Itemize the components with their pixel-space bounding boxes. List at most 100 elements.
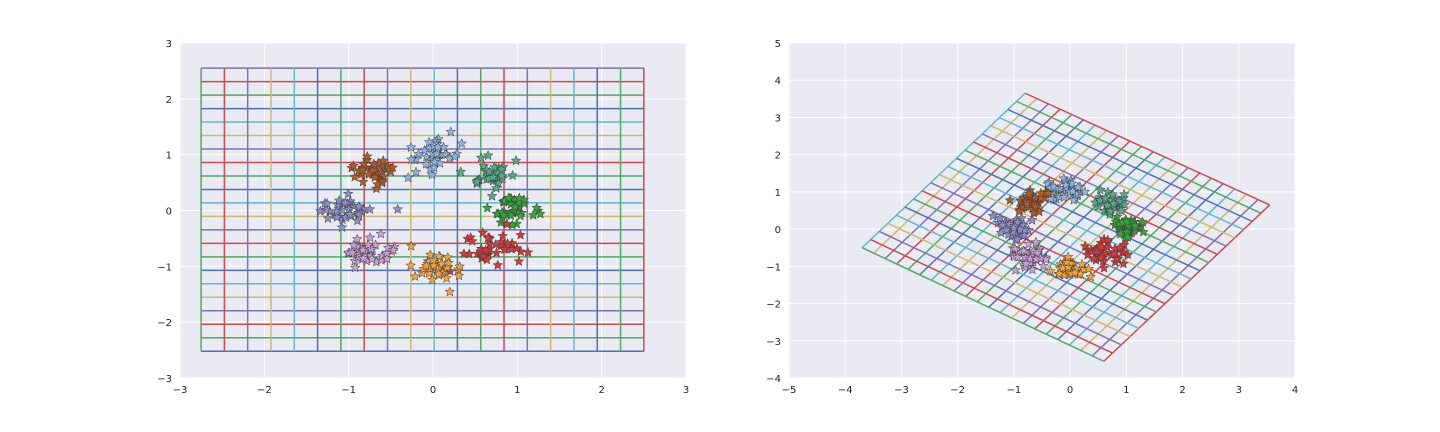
data-point	[449, 151, 461, 162]
data-point	[511, 242, 523, 253]
data-point	[488, 161, 500, 172]
data-point	[1035, 187, 1047, 198]
data-point	[1030, 253, 1042, 264]
x-tick-label: −3	[173, 385, 188, 396]
data-point	[339, 196, 351, 208]
data-point	[507, 169, 518, 181]
x-tick-label: −4	[838, 385, 853, 396]
data-point	[346, 246, 358, 258]
data-point	[406, 153, 417, 165]
data-point	[387, 161, 399, 173]
data-point	[443, 257, 454, 268]
data-point	[1083, 263, 1094, 274]
data-point	[1048, 181, 1059, 192]
data-point	[513, 192, 525, 203]
y-tick-label: 5	[775, 39, 781, 50]
data-point	[987, 210, 999, 221]
data-point	[487, 171, 499, 182]
data-point	[1068, 194, 1080, 205]
data-point	[496, 170, 508, 181]
mesh-line-row	[1103, 204, 1271, 362]
data-point	[515, 210, 526, 221]
x-tick-label: 3	[1236, 385, 1242, 396]
data-point	[378, 170, 390, 181]
data-point	[1030, 200, 1041, 211]
data-point	[482, 149, 494, 161]
data-point	[369, 171, 381, 183]
data-point	[1016, 212, 1028, 223]
data-point	[1023, 188, 1035, 199]
data-point	[419, 145, 430, 156]
data-point	[409, 270, 421, 282]
data-point	[320, 204, 332, 215]
data-point	[358, 158, 370, 169]
data-point	[1100, 192, 1111, 203]
data-point	[1026, 214, 1038, 225]
y-tick-label: 2	[166, 95, 172, 106]
x-tick-label: 1	[514, 385, 520, 396]
data-point	[429, 156, 440, 167]
mesh-line-column	[1007, 108, 1253, 223]
data-point	[1012, 251, 1023, 262]
data-point	[402, 172, 414, 183]
mesh-line-column	[887, 222, 1131, 338]
y-tick-label: 0	[166, 207, 172, 218]
mesh-line-row	[861, 92, 1026, 249]
data-point	[314, 205, 326, 216]
data-point	[1001, 224, 1012, 235]
data-point	[453, 270, 465, 281]
data-point	[1045, 265, 1056, 277]
y-tick-label: 4	[775, 76, 781, 87]
data-point	[1122, 231, 1134, 242]
y-tick-label: −2	[766, 300, 781, 311]
data-point	[490, 182, 502, 193]
data-point	[475, 152, 487, 163]
data-point	[534, 208, 546, 219]
data-point	[1010, 264, 1021, 275]
mesh-line-row	[1068, 188, 1236, 346]
data-point	[1111, 253, 1123, 264]
data-point	[492, 259, 504, 270]
data-point	[1021, 198, 1033, 209]
data-point	[510, 155, 522, 166]
data-point	[432, 141, 444, 152]
mesh-line-column	[1016, 100, 1262, 214]
data-point	[490, 238, 502, 250]
data-point	[431, 148, 442, 159]
mesh-line-column	[930, 182, 1174, 297]
data-point	[362, 239, 374, 250]
mesh-line-row	[1080, 193, 1247, 351]
data-point	[496, 236, 507, 247]
data-point	[336, 221, 348, 233]
data-point	[420, 158, 432, 169]
data-point	[322, 212, 334, 224]
data-point	[1062, 251, 1074, 262]
data-point	[377, 155, 389, 166]
mesh-line-row	[1091, 199, 1259, 357]
data-point	[392, 203, 404, 214]
x-tick-label: 3	[683, 385, 689, 396]
x-tick-label: −2	[257, 385, 272, 396]
mesh-line-column	[1024, 92, 1271, 206]
data-point	[1013, 205, 1025, 217]
data-point	[454, 260, 466, 272]
data-point	[349, 262, 361, 273]
overlay-mesh	[861, 92, 1271, 362]
data-point	[1121, 215, 1133, 227]
y-tick-label: −3	[157, 374, 172, 385]
data-point	[1114, 242, 1126, 253]
scatter-points	[314, 126, 546, 297]
y-tick-label: −3	[766, 337, 781, 348]
y-tick-label: −4	[766, 374, 781, 385]
x-tick-label: −5	[782, 385, 797, 396]
data-point	[455, 166, 467, 177]
data-point	[1137, 226, 1149, 237]
data-point	[471, 176, 483, 187]
data-point	[1058, 191, 1070, 203]
data-point	[1113, 196, 1125, 207]
data-point	[427, 254, 439, 265]
data-point	[353, 200, 365, 212]
data-point	[433, 268, 445, 279]
data-point	[445, 126, 457, 137]
